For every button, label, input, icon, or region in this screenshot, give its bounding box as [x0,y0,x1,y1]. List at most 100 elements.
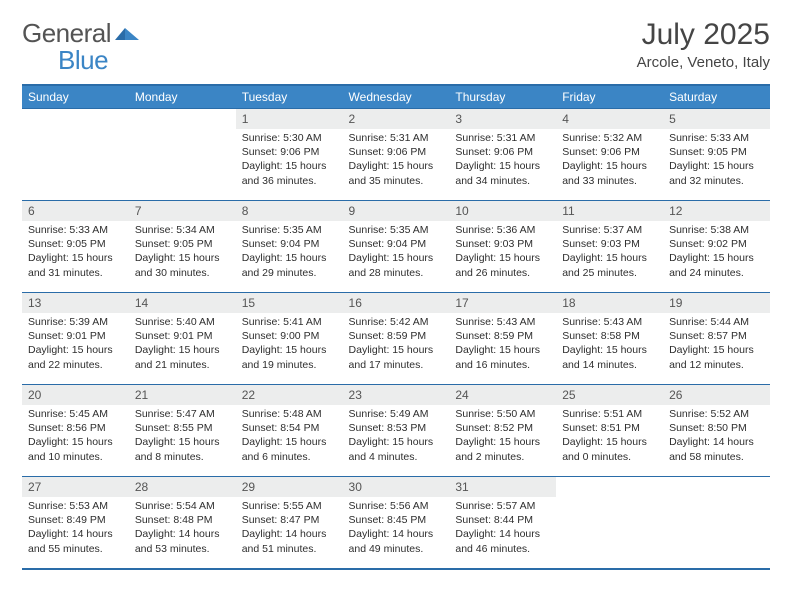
day-data: Sunrise: 5:51 AMSunset: 8:51 PMDaylight:… [556,405,663,468]
day-data: Sunrise: 5:45 AMSunset: 8:56 PMDaylight:… [22,405,129,468]
logo-mark-icon [115,18,141,49]
calendar-cell: 15Sunrise: 5:41 AMSunset: 9:00 PMDayligh… [236,293,343,385]
location-text: Arcole, Veneto, Italy [637,54,770,71]
day-number: 22 [236,385,343,405]
day-data: Sunrise: 5:49 AMSunset: 8:53 PMDaylight:… [343,405,450,468]
day-data: Sunrise: 5:35 AMSunset: 9:04 PMDaylight:… [343,221,450,284]
day-data: Sunrise: 5:37 AMSunset: 9:03 PMDaylight:… [556,221,663,284]
day-data: Sunrise: 5:34 AMSunset: 9:05 PMDaylight:… [129,221,236,284]
day-data: Sunrise: 5:31 AMSunset: 9:06 PMDaylight:… [449,129,556,192]
day-data: Sunrise: 5:53 AMSunset: 8:49 PMDaylight:… [22,497,129,560]
logo: GeneralBlue [22,18,141,76]
day-number: 20 [22,385,129,405]
calendar-row: 13Sunrise: 5:39 AMSunset: 9:01 PMDayligh… [22,293,770,385]
day-number: 18 [556,293,663,313]
day-data: Sunrise: 5:36 AMSunset: 9:03 PMDaylight:… [449,221,556,284]
day-header: Tuesday [236,85,343,109]
calendar-cell: 3Sunrise: 5:31 AMSunset: 9:06 PMDaylight… [449,109,556,201]
day-number: 5 [663,109,770,129]
day-number: 31 [449,477,556,497]
calendar-cell: 17Sunrise: 5:43 AMSunset: 8:59 PMDayligh… [449,293,556,385]
day-data: Sunrise: 5:33 AMSunset: 9:05 PMDaylight:… [22,221,129,284]
day-data: Sunrise: 5:42 AMSunset: 8:59 PMDaylight:… [343,313,450,376]
calendar-row: ....1Sunrise: 5:30 AMSunset: 9:06 PMDayl… [22,109,770,201]
calendar-cell: 5Sunrise: 5:33 AMSunset: 9:05 PMDaylight… [663,109,770,201]
day-number: 26 [663,385,770,405]
day-number: 25 [556,385,663,405]
calendar-cell: 27Sunrise: 5:53 AMSunset: 8:49 PMDayligh… [22,477,129,569]
day-number: 15 [236,293,343,313]
day-data: Sunrise: 5:48 AMSunset: 8:54 PMDaylight:… [236,405,343,468]
calendar-cell: 14Sunrise: 5:40 AMSunset: 9:01 PMDayligh… [129,293,236,385]
calendar-row: 20Sunrise: 5:45 AMSunset: 8:56 PMDayligh… [22,385,770,477]
calendar-cell: 18Sunrise: 5:43 AMSunset: 8:58 PMDayligh… [556,293,663,385]
day-number: 14 [129,293,236,313]
calendar-cell: 29Sunrise: 5:55 AMSunset: 8:47 PMDayligh… [236,477,343,569]
day-data: Sunrise: 5:39 AMSunset: 9:01 PMDaylight:… [22,313,129,376]
calendar-cell: 28Sunrise: 5:54 AMSunset: 8:48 PMDayligh… [129,477,236,569]
day-header: Sunday [22,85,129,109]
calendar-cell: 23Sunrise: 5:49 AMSunset: 8:53 PMDayligh… [343,385,450,477]
calendar-cell: .. [22,109,129,201]
day-number: 13 [22,293,129,313]
calendar-row: 6Sunrise: 5:33 AMSunset: 9:05 PMDaylight… [22,201,770,293]
calendar-cell: 25Sunrise: 5:51 AMSunset: 8:51 PMDayligh… [556,385,663,477]
calendar-cell: .. [129,109,236,201]
day-number: 8 [236,201,343,221]
calendar-cell: 2Sunrise: 5:31 AMSunset: 9:06 PMDaylight… [343,109,450,201]
day-data: Sunrise: 5:50 AMSunset: 8:52 PMDaylight:… [449,405,556,468]
day-header: Friday [556,85,663,109]
calendar-cell: 31Sunrise: 5:57 AMSunset: 8:44 PMDayligh… [449,477,556,569]
calendar-cell: 9Sunrise: 5:35 AMSunset: 9:04 PMDaylight… [343,201,450,293]
logo-text-b: Blue [58,45,141,76]
calendar-cell: 16Sunrise: 5:42 AMSunset: 8:59 PMDayligh… [343,293,450,385]
page-title: July 2025 [637,18,770,52]
header-right: July 2025 Arcole, Veneto, Italy [637,18,770,71]
day-data: Sunrise: 5:54 AMSunset: 8:48 PMDaylight:… [129,497,236,560]
calendar-cell: 21Sunrise: 5:47 AMSunset: 8:55 PMDayligh… [129,385,236,477]
calendar-cell: 4Sunrise: 5:32 AMSunset: 9:06 PMDaylight… [556,109,663,201]
day-data: Sunrise: 5:44 AMSunset: 8:57 PMDaylight:… [663,313,770,376]
calendar-cell: 20Sunrise: 5:45 AMSunset: 8:56 PMDayligh… [22,385,129,477]
day-number: 6 [22,201,129,221]
day-number: 21 [129,385,236,405]
calendar-table: SundayMondayTuesdayWednesdayThursdayFrid… [22,84,770,570]
calendar-cell: 7Sunrise: 5:34 AMSunset: 9:05 PMDaylight… [129,201,236,293]
day-data: Sunrise: 5:30 AMSunset: 9:06 PMDaylight:… [236,129,343,192]
day-number: 9 [343,201,450,221]
day-data: Sunrise: 5:43 AMSunset: 8:59 PMDaylight:… [449,313,556,376]
calendar-cell: 12Sunrise: 5:38 AMSunset: 9:02 PMDayligh… [663,201,770,293]
day-data: Sunrise: 5:55 AMSunset: 8:47 PMDaylight:… [236,497,343,560]
day-number: 3 [449,109,556,129]
day-number: 19 [663,293,770,313]
calendar-cell: 10Sunrise: 5:36 AMSunset: 9:03 PMDayligh… [449,201,556,293]
day-number: 4 [556,109,663,129]
calendar-cell: 6Sunrise: 5:33 AMSunset: 9:05 PMDaylight… [22,201,129,293]
calendar-cell: 1Sunrise: 5:30 AMSunset: 9:06 PMDaylight… [236,109,343,201]
calendar-cell: 19Sunrise: 5:44 AMSunset: 8:57 PMDayligh… [663,293,770,385]
day-data: Sunrise: 5:33 AMSunset: 9:05 PMDaylight:… [663,129,770,192]
calendar-row: 27Sunrise: 5:53 AMSunset: 8:49 PMDayligh… [22,477,770,569]
calendar-cell: 30Sunrise: 5:56 AMSunset: 8:45 PMDayligh… [343,477,450,569]
day-header: Saturday [663,85,770,109]
day-data: Sunrise: 5:38 AMSunset: 9:02 PMDaylight:… [663,221,770,284]
calendar-cell: .. [556,477,663,569]
day-header-row: SundayMondayTuesdayWednesdayThursdayFrid… [22,85,770,109]
day-number: 2 [343,109,450,129]
day-number: 1 [236,109,343,129]
day-data: Sunrise: 5:56 AMSunset: 8:45 PMDaylight:… [343,497,450,560]
day-number: 16 [343,293,450,313]
day-data: Sunrise: 5:43 AMSunset: 8:58 PMDaylight:… [556,313,663,376]
day-number: 7 [129,201,236,221]
calendar-cell: .. [663,477,770,569]
calendar-cell: 13Sunrise: 5:39 AMSunset: 9:01 PMDayligh… [22,293,129,385]
day-number: 17 [449,293,556,313]
day-data: Sunrise: 5:57 AMSunset: 8:44 PMDaylight:… [449,497,556,560]
calendar-cell: 8Sunrise: 5:35 AMSunset: 9:04 PMDaylight… [236,201,343,293]
day-number: 11 [556,201,663,221]
day-header: Wednesday [343,85,450,109]
day-number: 27 [22,477,129,497]
day-data: Sunrise: 5:31 AMSunset: 9:06 PMDaylight:… [343,129,450,192]
day-data: Sunrise: 5:32 AMSunset: 9:06 PMDaylight:… [556,129,663,192]
calendar-body: ....1Sunrise: 5:30 AMSunset: 9:06 PMDayl… [22,109,770,569]
